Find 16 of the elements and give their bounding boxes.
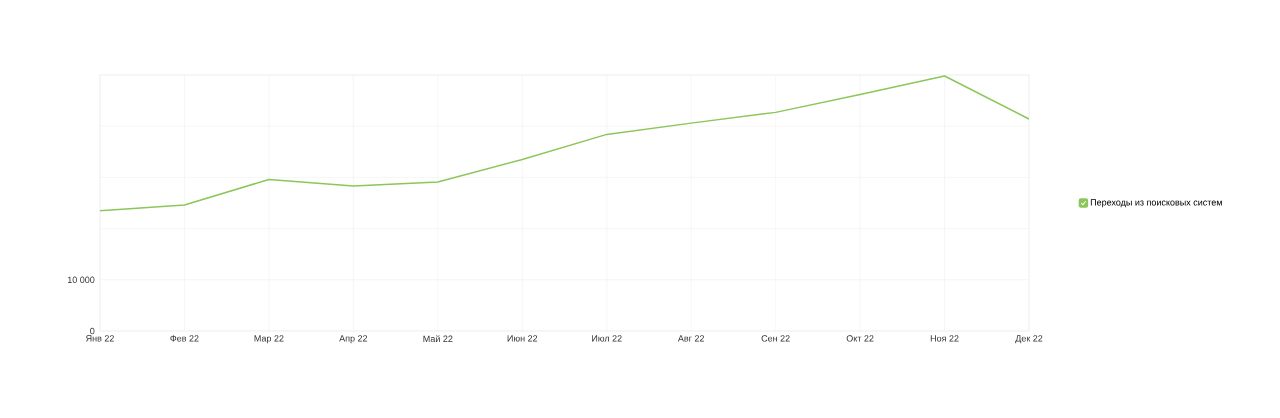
x-tick-label: Авг 22 <box>677 335 705 342</box>
x-tick-label: Окт 22 <box>846 335 874 342</box>
x-tick-label: Янв 22 <box>86 335 114 342</box>
x-tick-label: Ноя 22 <box>930 335 959 342</box>
x-tick-label: Апр 22 <box>339 335 368 344</box>
x-tick-label: Май 22 <box>423 335 453 342</box>
x-tick-label: Сен 22 <box>761 335 790 342</box>
x-tick-label: Дек 22 <box>1015 335 1043 344</box>
x-tick-label: Фев 22 <box>170 335 199 342</box>
x-tick-label: Июн 22 <box>507 335 538 342</box>
x-tick-label: Июл 22 <box>592 335 622 342</box>
legend-label: Переходы из поисковых систем <box>1090 199 1222 208</box>
y-tick-label: 0 <box>90 327 95 335</box>
line-series <box>100 75 1030 212</box>
x-tick-label: Мар 22 <box>254 335 284 344</box>
y-tick-label: 10 000 <box>67 276 95 283</box>
